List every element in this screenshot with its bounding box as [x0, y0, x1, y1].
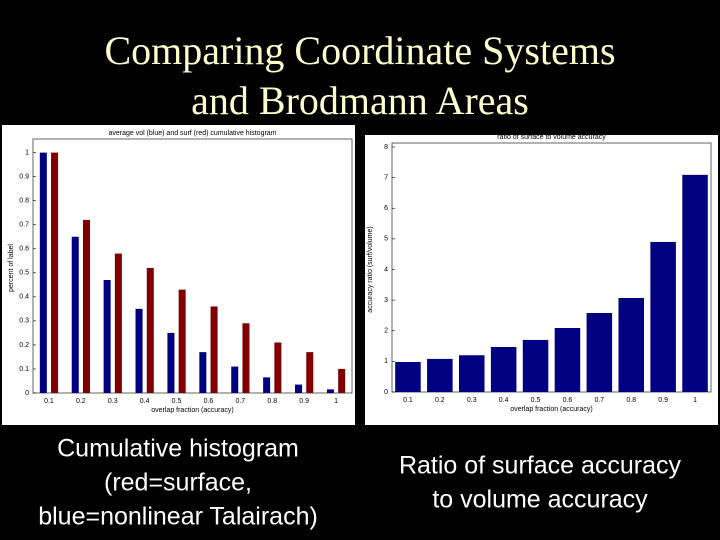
bar: [51, 152, 59, 393]
y-tick-label: 2: [384, 328, 388, 335]
x-tick-label: 0.3: [467, 397, 477, 404]
y-tick-label: 3: [384, 297, 388, 304]
bar: [71, 236, 79, 393]
caption: Ratio of surface accuracy: [399, 452, 682, 480]
y-tick-label: 1: [384, 358, 388, 365]
x-tick-label: 0.2: [76, 398, 86, 405]
bar: [167, 332, 175, 393]
chart-panel: [2, 125, 355, 425]
x-tick-label: 0.6: [204, 398, 214, 405]
x-tick-label: 0.4: [140, 398, 150, 405]
bar: [326, 389, 334, 393]
caption: to volume accuracy: [432, 486, 648, 514]
bar: [82, 219, 90, 393]
plot-area: [32, 138, 353, 394]
bar: [490, 346, 517, 392]
y-tick-label: 0.5: [19, 270, 29, 277]
bar: [114, 253, 122, 393]
bar: [554, 327, 581, 392]
bar: [586, 312, 613, 392]
x-tick-label: 0.5: [172, 398, 182, 405]
x-axis-label: overlap fraction (accuracy): [510, 406, 592, 413]
y-tick-label: 0.6: [19, 246, 29, 253]
x-tick-label: 0.1: [44, 398, 54, 405]
x-tick-label: 0.8: [267, 398, 277, 405]
x-tick-label: 1: [334, 398, 338, 405]
bar: [263, 377, 271, 393]
y-tick-label: 0.9: [19, 173, 29, 180]
bar: [427, 358, 453, 392]
y-tick-label: 5: [384, 236, 388, 243]
bar: [458, 355, 485, 392]
caption: blue=nonlinear Talairach): [38, 503, 318, 531]
bar: [103, 280, 111, 393]
bar: [231, 366, 239, 393]
chart-title: ratio of surface to volume accuracy: [497, 134, 606, 141]
chart-title: average vol (blue) and surf (red) cumula…: [108, 130, 276, 137]
y-tick-label: 0.8: [19, 198, 29, 205]
y-tick-label: 0.1: [19, 366, 29, 373]
bar: [682, 174, 708, 392]
x-tick-label: 0.3: [108, 398, 118, 405]
y-tick-label: 8: [384, 144, 388, 151]
y-tick-label: 7: [384, 174, 388, 181]
y-tick-label: 0.7: [19, 222, 29, 229]
bar: [39, 152, 47, 393]
caption: (red=surface,: [104, 469, 252, 497]
bar: [338, 368, 346, 393]
x-tick-label: 0.5: [531, 397, 541, 404]
bar: [618, 297, 645, 392]
y-tick-label: 0.3: [19, 318, 29, 325]
x-tick-label: 0.7: [235, 398, 245, 405]
x-tick-label: 0.2: [435, 397, 445, 404]
x-tick-label: 0.9: [658, 397, 668, 404]
x-tick-label: 0.1: [403, 397, 413, 404]
caption: Cumulative histogram: [57, 435, 299, 463]
y-tick-label: 0.4: [19, 294, 29, 301]
y-tick-label: 0.2: [19, 342, 29, 349]
bar: [274, 342, 282, 393]
bar: [650, 241, 676, 392]
slide-title: and Brodmann Areas: [191, 78, 529, 123]
bar: [199, 352, 207, 393]
bar: [146, 268, 154, 393]
x-tick-label: 0.4: [499, 397, 509, 404]
y-tick-label: 1: [25, 149, 29, 156]
y-tick-label: 0: [384, 389, 388, 396]
y-axis-label: accuracy ratio (surf/volume): [367, 226, 374, 312]
bar: [306, 352, 314, 393]
y-tick-label: 4: [384, 266, 388, 273]
bar: [242, 323, 250, 393]
x-tick-label: 0.9: [299, 398, 309, 405]
bar: [295, 384, 303, 393]
x-tick-label: 0.7: [594, 397, 604, 404]
bar: [210, 306, 218, 393]
x-tick-label: 1: [693, 397, 697, 404]
x-tick-label: 0.6: [563, 397, 573, 404]
bar: [135, 308, 143, 393]
x-axis-label: overlap fraction (accuracy): [151, 407, 233, 414]
slide-title: Comparing Coordinate Systems: [104, 28, 615, 73]
bar: [395, 361, 421, 392]
y-tick-label: 6: [384, 205, 388, 212]
plot-area: [391, 142, 712, 393]
bar: [178, 289, 186, 393]
y-axis-label: percent of label: [8, 244, 15, 292]
bar: [522, 339, 549, 392]
y-tick-label: 0: [25, 390, 29, 397]
x-tick-label: 0.8: [626, 397, 636, 404]
